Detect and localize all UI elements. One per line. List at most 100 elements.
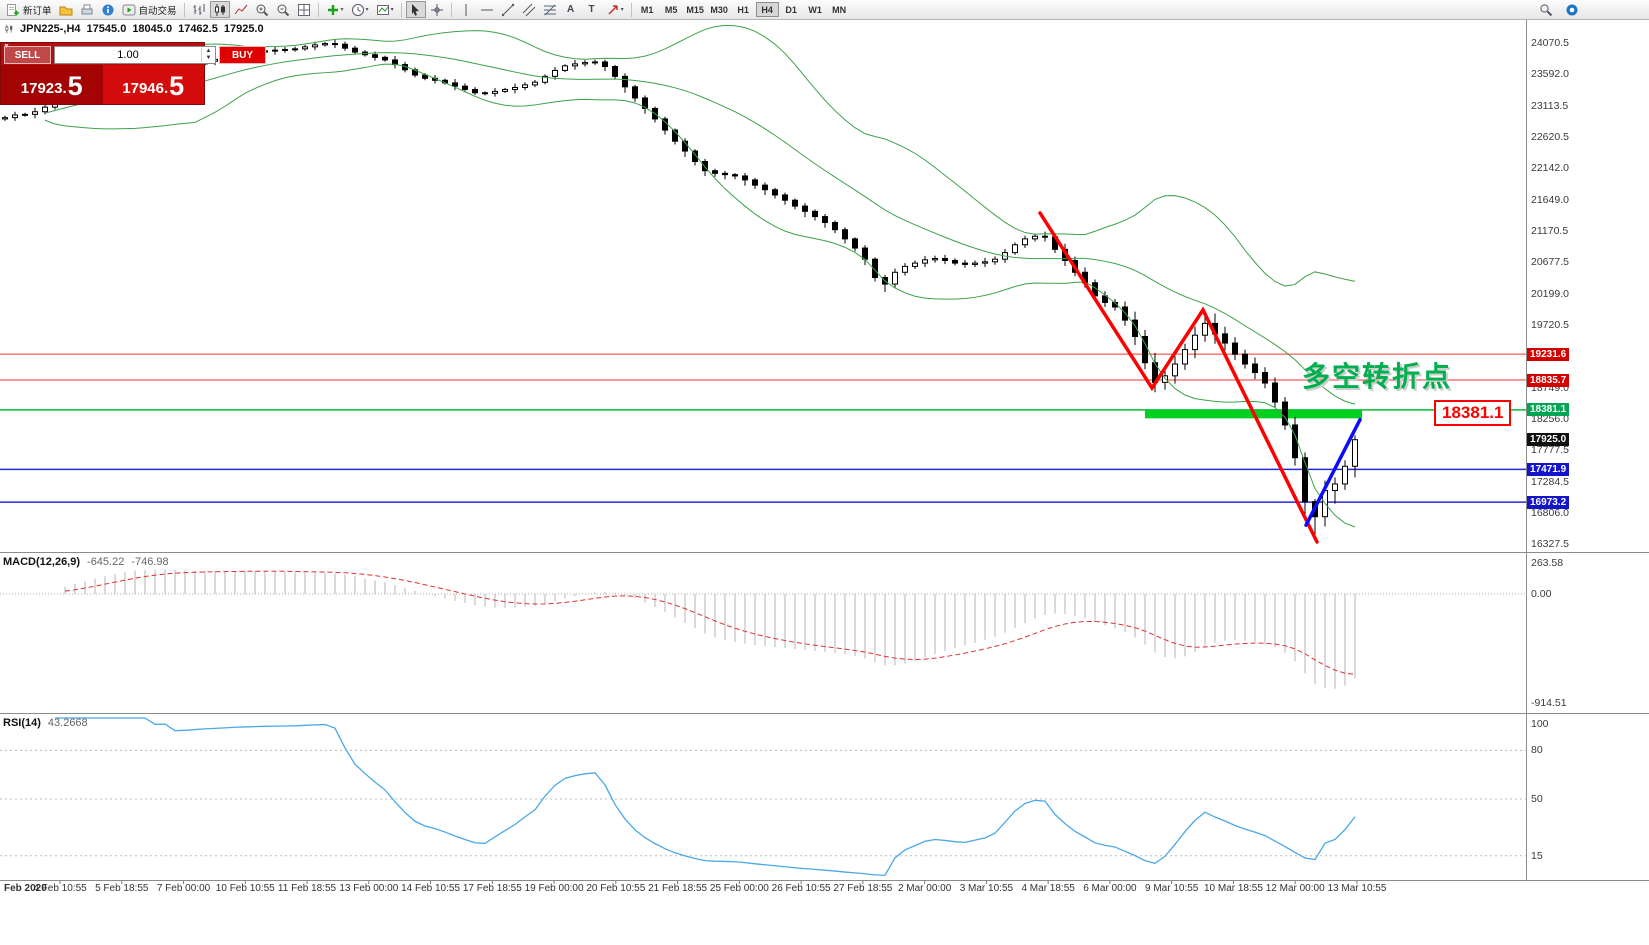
crosshair-button[interactable] [427,1,447,18]
rsi-name: RSI(14) [3,717,41,729]
macd-name: MACD(12,26,9) [3,556,81,568]
printer-icon [81,4,93,14]
line-chart-button[interactable] [231,1,251,18]
volume-up-icon[interactable]: ▲ [205,48,212,54]
horizontal-line-button[interactable] [477,1,497,18]
new-order-label: 新订单 [23,5,52,17]
print-button[interactable] [77,1,97,18]
price-badge: 18835.7 [1527,373,1570,387]
buy-button[interactable]: BUY [219,46,266,64]
timeframe-m15[interactable]: M15 [686,4,704,15]
timeframe-w1[interactable]: W1 [808,4,822,15]
timeframe-h4[interactable]: H4 [755,2,779,17]
price-axis-label: 23592.0 [1531,68,1569,81]
buy-price: 17946. 5 [102,65,204,104]
profiles-button[interactable] [56,1,76,18]
tile-windows-button[interactable] [294,1,314,18]
about-button[interactable] [98,1,118,18]
time-axis-label: 14 Feb 10:55 [401,883,461,894]
text-tool-label: A [566,4,575,15]
vertical-line-button[interactable] [456,1,476,18]
collapse-panel-icon[interactable]: ▼ [3,43,10,50]
clock-icon [351,3,364,16]
volume-down-icon[interactable]: ▼ [205,55,212,61]
time-axis-label: 5 Feb 18:55 [95,883,149,894]
rsi-axis-label: 50 [1531,793,1543,805]
timeframe-d1[interactable]: D1 [785,4,797,15]
time-axis-label: 17 Feb 18:55 [462,883,522,894]
time-axis-label: 13 Feb 00:00 [339,883,399,894]
trendline-button[interactable] [498,1,518,18]
text-tool-button[interactable]: A [561,1,581,18]
new-order-button[interactable]: 新订单 [3,1,55,18]
folder-icon [59,6,73,15]
chart-ohlc-header: JPN225-,H4 17545.0 18045.0 17462.5 17925… [4,23,264,35]
templates-button[interactable]: ▾ [373,1,397,18]
price-axis-label: 20677.5 [1531,256,1569,269]
price-axis-label: 22142.0 [1531,162,1569,175]
time-axis-label: 9 Mar 10:55 [1144,883,1199,894]
label-tool-button[interactable]: T [582,1,602,18]
zoom-in-icon [256,4,268,16]
rsi-axis-label: 80 [1531,744,1543,757]
timeframe-mn[interactable]: MN [832,4,847,15]
autotrade-play-icon [122,4,136,15]
channel-button[interactable] [519,1,539,18]
price-axis-label: 20199.0 [1531,287,1569,300]
time-axis-label: 4 Mar 18:55 [1021,883,1075,894]
zoom-in-button[interactable] [252,1,272,18]
price-axis-label: 21170.5 [1531,225,1569,238]
toolbar-separator [183,2,185,17]
candlestick-chart-button[interactable] [209,1,230,18]
fibonacci-icon [543,4,556,15]
crosshair-icon [430,3,443,16]
timeframe-group: M1 M5 M15 M30 H1 H4 D1 W1 MN [636,2,851,17]
autotrade-button[interactable]: 自动交易 [119,1,180,18]
autotrade-label: 自动交易 [138,5,177,17]
time-axis-label: 3 Mar 10:55 [959,883,1014,894]
macd-signal-value: -746.98 [131,556,169,568]
fibonacci-button[interactable] [540,1,560,18]
bar-chart-button[interactable] [189,1,209,18]
price-badge: 19231.6 [1527,347,1570,361]
arrows-button[interactable]: ▾ [603,1,627,18]
macd-layer [0,569,1526,689]
timeframe-m30[interactable]: M30 [710,4,728,15]
add-indicator-icon [327,4,338,15]
price-axis-label: 17777.5 [1531,444,1569,457]
periods-button[interactable]: ▾ [348,1,372,18]
time-axis-label: 13 Mar 10:55 [1327,883,1387,894]
community-button[interactable] [1562,1,1582,18]
sell-button[interactable]: SELL [4,46,51,64]
indicators-button[interactable]: ▾ [323,1,347,18]
sell-price: 17923. 5 [1,65,103,104]
price-axis-label: 21649.0 [1531,193,1569,206]
price-axis-label: 24070.5 [1531,37,1569,49]
volume-input[interactable] [55,48,201,62]
cursor-button[interactable] [405,1,426,18]
zoom-out-icon [277,4,289,16]
price-badge: 17471.9 [1527,462,1570,476]
timeframe-h1[interactable]: H1 [737,4,749,15]
time-axis-label: 6 Mar 00:00 [1083,883,1137,894]
timeframe-m1[interactable]: M1 [640,4,654,15]
toolbar-separator [400,2,402,17]
symbol-period-label: JPN225-,H4 [20,23,81,35]
macd-axis-label: -914.51 [1531,696,1567,709]
time-axis-label: 2 Mar 00:00 [897,883,952,894]
search-button[interactable] [1536,1,1556,18]
time-axis-label: 10 Mar 18:55 [1203,883,1263,894]
chevron-down-icon: ▾ [620,7,624,13]
price-axis-label: 17284.5 [1531,475,1569,488]
time-axis-label: 21 Feb 18:55 [648,883,708,894]
rsi-layer [0,717,1526,876]
macd-main-value: -645.22 [87,556,125,568]
timeframe-m5[interactable]: M5 [664,4,678,15]
time-axis-label: 11 Feb 18:55 [277,883,337,894]
zoom-out-button[interactable] [273,1,293,18]
chevron-down-icon: ▾ [390,7,394,13]
volume-field: ▲ ▼ [54,46,216,64]
